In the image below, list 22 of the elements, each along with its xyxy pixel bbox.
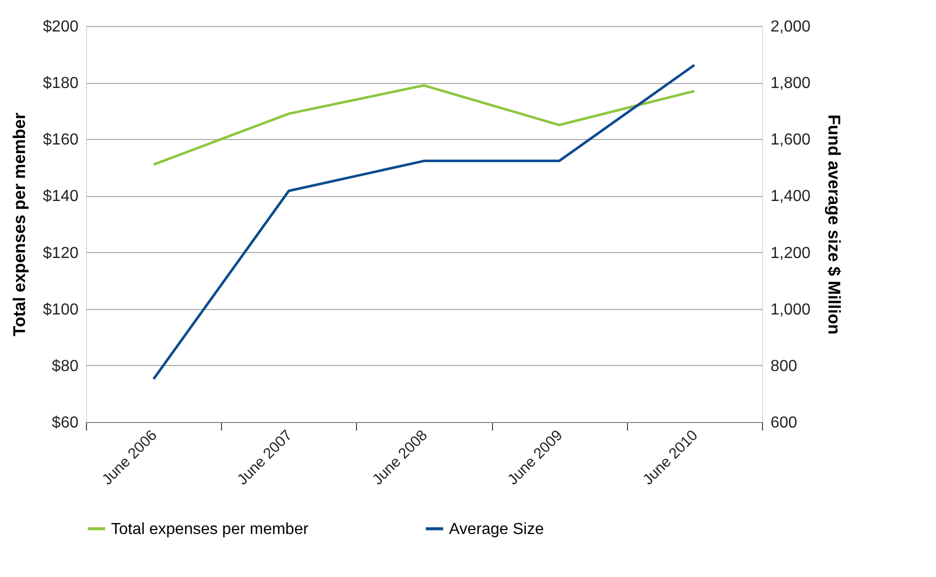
line-series: [152, 64, 696, 380]
legend-label: Total expenses per member: [111, 520, 310, 538]
y2-tick-label: 1,600: [770, 132, 811, 149]
y2-tick-label: 2,000: [770, 18, 811, 36]
y2-tick-label: 1,400: [770, 188, 811, 206]
y-tick-label: $160: [42, 132, 79, 149]
y-tick-label: $200: [42, 18, 79, 36]
y2-tick-label: 1,000: [770, 301, 811, 318]
y2-tick-label: 600: [770, 414, 798, 432]
y-tick-label: $180: [42, 75, 79, 92]
line-series: [152, 84, 696, 166]
legend-label: Average Size: [449, 520, 544, 538]
y2-tick-label: 1,200: [770, 244, 811, 262]
y-tick-label: $60: [52, 414, 79, 432]
y-tick-label: $80: [52, 358, 79, 375]
y2-axis-title: Fund average size $ Million: [824, 114, 844, 335]
y-tick-label: $100: [42, 301, 79, 318]
y-axis-title: Total expenses per member: [10, 112, 29, 336]
y-tick-label: $140: [42, 188, 79, 206]
y2-tick-label: 1,800: [770, 75, 811, 92]
y-tick-label: $120: [42, 244, 79, 262]
y2-tick-label: 800: [770, 358, 798, 375]
